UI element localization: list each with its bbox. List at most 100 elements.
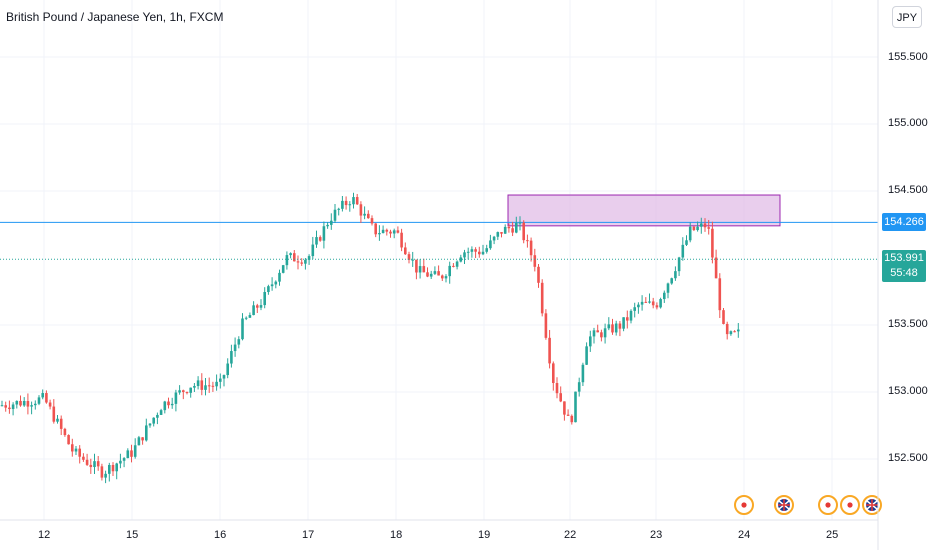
candle[interactable]: [285, 251, 289, 270]
candle[interactable]: [182, 389, 185, 400]
candle[interactable]: [82, 453, 85, 462]
candle[interactable]: [15, 400, 19, 409]
candle[interactable]: [570, 414, 574, 425]
candle[interactable]: [452, 263, 455, 268]
candle[interactable]: [8, 400, 11, 414]
candle[interactable]: [19, 395, 22, 407]
resistance-zone-rect[interactable]: [507, 194, 781, 227]
candle[interactable]: [281, 264, 285, 274]
candle[interactable]: [733, 330, 736, 333]
candle[interactable]: [252, 301, 255, 316]
candle[interactable]: [518, 216, 522, 231]
candle[interactable]: [725, 321, 729, 340]
candle[interactable]: [574, 391, 577, 423]
candle[interactable]: [596, 324, 599, 333]
candle[interactable]: [115, 462, 118, 480]
candle[interactable]: [511, 221, 514, 237]
candle[interactable]: [459, 254, 463, 263]
candle[interactable]: [333, 204, 337, 223]
candle[interactable]: [126, 448, 130, 459]
candle[interactable]: [692, 226, 696, 232]
candle[interactable]: [348, 201, 352, 212]
candle[interactable]: [407, 251, 411, 264]
candle[interactable]: [566, 409, 570, 416]
candle[interactable]: [496, 231, 500, 240]
candle[interactable]: [26, 393, 30, 415]
candle[interactable]: [322, 221, 326, 249]
candle[interactable]: [230, 344, 233, 368]
candle[interactable]: [415, 259, 418, 280]
candle[interactable]: [526, 234, 529, 248]
candle[interactable]: [633, 302, 636, 318]
candle[interactable]: [278, 269, 281, 286]
candle[interactable]: [304, 258, 307, 270]
currency-button[interactable]: JPY: [892, 6, 922, 28]
candle[interactable]: [492, 235, 496, 245]
candle[interactable]: [119, 453, 122, 469]
candle[interactable]: [607, 317, 611, 331]
candle[interactable]: [226, 358, 229, 379]
candle[interactable]: [326, 222, 329, 229]
candle[interactable]: [22, 397, 26, 407]
candle[interactable]: [48, 399, 52, 410]
candle[interactable]: [563, 401, 566, 421]
candle[interactable]: [629, 309, 633, 324]
candle[interactable]: [515, 216, 518, 234]
candle[interactable]: [367, 210, 370, 219]
candle[interactable]: [478, 246, 481, 258]
candle[interactable]: [296, 255, 300, 270]
candle[interactable]: [385, 228, 389, 236]
candle[interactable]: [337, 207, 340, 216]
candle[interactable]: [78, 445, 81, 464]
candle[interactable]: [93, 453, 96, 474]
candle[interactable]: [666, 282, 670, 299]
candle[interactable]: [30, 401, 33, 415]
candle[interactable]: [196, 376, 200, 390]
candle[interactable]: [648, 293, 651, 304]
candle[interactable]: [485, 244, 488, 254]
candle[interactable]: [389, 229, 392, 238]
candle[interactable]: [341, 196, 344, 212]
candle[interactable]: [259, 299, 263, 311]
candle[interactable]: [215, 374, 218, 391]
candle[interactable]: [318, 235, 322, 242]
candle[interactable]: [670, 277, 673, 285]
candle[interactable]: [311, 236, 315, 260]
candle[interactable]: [300, 258, 303, 266]
candle[interactable]: [59, 415, 63, 435]
candle[interactable]: [729, 330, 733, 336]
candle[interactable]: [178, 385, 181, 395]
candle[interactable]: [507, 223, 511, 233]
candle[interactable]: [429, 270, 433, 279]
candle[interactable]: [533, 248, 537, 272]
resistance-zone[interactable]: [507, 194, 781, 227]
jp-flag-icon[interactable]: [734, 495, 754, 515]
candle[interactable]: [344, 196, 348, 210]
candle[interactable]: [470, 246, 474, 258]
jp-flag-icon[interactable]: [818, 495, 838, 515]
candle[interactable]: [241, 313, 244, 341]
candle[interactable]: [674, 266, 677, 281]
candle[interactable]: [141, 437, 144, 445]
candle[interactable]: [244, 316, 248, 321]
candle[interactable]: [711, 221, 714, 264]
candle[interactable]: [137, 435, 141, 446]
candle[interactable]: [89, 458, 93, 474]
candle[interactable]: [548, 329, 551, 369]
candle[interactable]: [108, 462, 111, 482]
candlestick-series[interactable]: [0, 192, 740, 484]
candle[interactable]: [0, 400, 4, 407]
candle[interactable]: [426, 267, 429, 278]
candle[interactable]: [437, 265, 440, 276]
jp-flag-icon[interactable]: [840, 495, 860, 515]
candle[interactable]: [677, 256, 681, 276]
candle[interactable]: [222, 374, 226, 387]
candle[interactable]: [85, 453, 89, 466]
candle[interactable]: [614, 320, 618, 336]
candle[interactable]: [714, 249, 718, 279]
candle[interactable]: [248, 312, 252, 318]
candle[interactable]: [500, 232, 503, 238]
candle[interactable]: [256, 303, 259, 313]
candle[interactable]: [374, 223, 377, 238]
